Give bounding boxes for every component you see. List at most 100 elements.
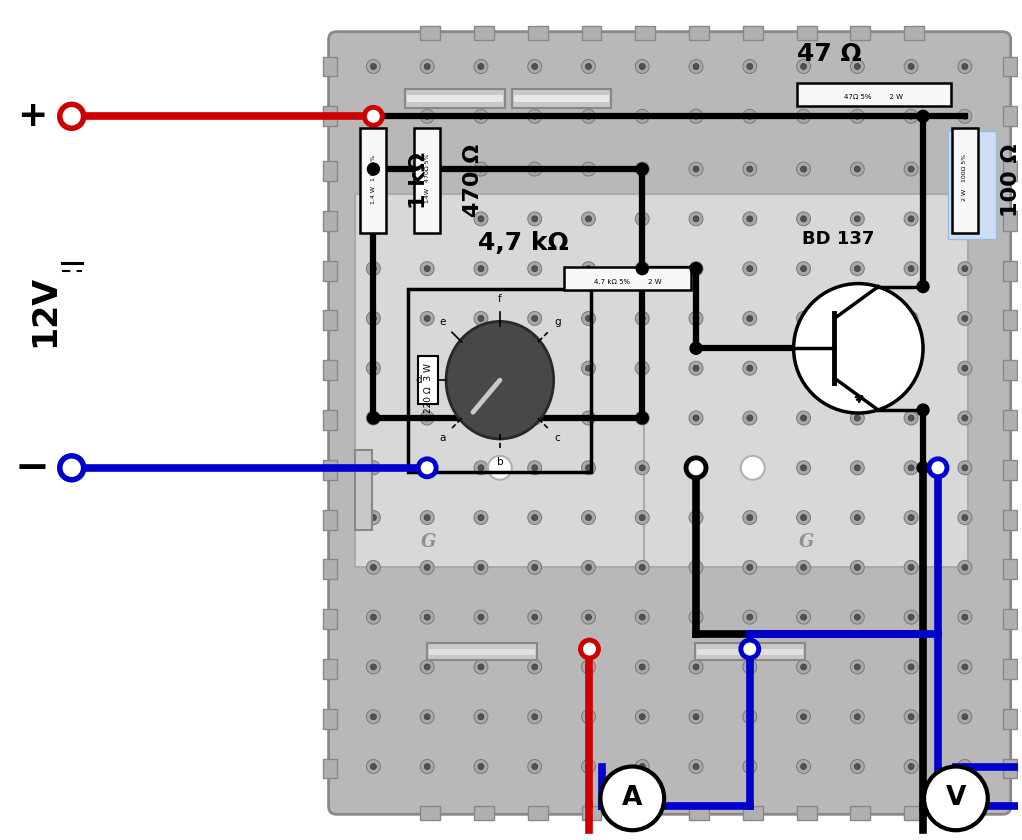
- Circle shape: [424, 465, 430, 470]
- Circle shape: [747, 365, 753, 371]
- Circle shape: [640, 614, 645, 620]
- Circle shape: [962, 664, 968, 670]
- Circle shape: [747, 564, 753, 570]
- Circle shape: [962, 265, 968, 271]
- Circle shape: [743, 60, 756, 73]
- Circle shape: [474, 162, 487, 176]
- Circle shape: [531, 515, 538, 521]
- Circle shape: [689, 361, 703, 375]
- Circle shape: [368, 412, 379, 424]
- Circle shape: [478, 64, 484, 70]
- Circle shape: [693, 113, 699, 119]
- Bar: [695, 643, 804, 660]
- Circle shape: [958, 212, 972, 226]
- Circle shape: [582, 361, 596, 375]
- Circle shape: [743, 109, 756, 123]
- Circle shape: [586, 664, 592, 670]
- Circle shape: [367, 212, 380, 226]
- Circle shape: [743, 759, 756, 774]
- Bar: [420, 26, 440, 39]
- Text: 4.7 kΩ 5%        2 W: 4.7 kΩ 5% 2 W: [594, 279, 661, 285]
- Circle shape: [424, 365, 430, 371]
- Circle shape: [690, 263, 702, 275]
- Circle shape: [747, 714, 753, 720]
- Circle shape: [796, 610, 810, 624]
- Circle shape: [636, 212, 649, 226]
- Circle shape: [420, 710, 434, 724]
- Circle shape: [527, 759, 542, 774]
- Circle shape: [582, 411, 596, 425]
- Circle shape: [370, 764, 376, 769]
- Circle shape: [478, 166, 484, 172]
- Circle shape: [741, 456, 764, 480]
- Circle shape: [582, 461, 596, 475]
- Circle shape: [586, 415, 592, 421]
- Circle shape: [420, 60, 434, 73]
- Circle shape: [800, 113, 806, 119]
- Circle shape: [909, 113, 914, 119]
- Text: 1 kΩ 5%: 1 kΩ 5%: [371, 155, 376, 181]
- Text: +: +: [16, 99, 47, 134]
- Circle shape: [531, 64, 538, 70]
- Circle shape: [909, 166, 914, 172]
- Circle shape: [743, 212, 756, 226]
- Circle shape: [420, 511, 434, 524]
- Bar: [1003, 311, 1017, 330]
- Circle shape: [474, 610, 487, 624]
- Circle shape: [640, 714, 645, 720]
- Circle shape: [420, 759, 434, 774]
- Circle shape: [958, 759, 972, 774]
- Bar: [743, 806, 762, 821]
- Circle shape: [693, 415, 699, 421]
- Circle shape: [580, 640, 599, 658]
- Bar: [563, 267, 691, 290]
- Circle shape: [796, 461, 810, 475]
- Circle shape: [854, 515, 861, 521]
- Circle shape: [636, 461, 649, 475]
- Circle shape: [367, 610, 380, 624]
- Circle shape: [909, 265, 914, 271]
- Circle shape: [854, 415, 861, 421]
- Circle shape: [478, 664, 484, 670]
- Circle shape: [420, 411, 434, 425]
- Circle shape: [962, 316, 968, 322]
- Circle shape: [796, 312, 810, 325]
- Circle shape: [474, 511, 487, 524]
- Circle shape: [478, 714, 484, 720]
- Bar: [323, 107, 336, 126]
- Circle shape: [689, 162, 703, 176]
- Circle shape: [370, 714, 376, 720]
- Circle shape: [586, 64, 592, 70]
- Circle shape: [917, 462, 929, 474]
- Bar: [361, 129, 386, 233]
- Bar: [418, 356, 438, 404]
- Circle shape: [640, 515, 645, 521]
- Circle shape: [747, 113, 753, 119]
- Circle shape: [370, 365, 376, 371]
- Text: G: G: [420, 533, 435, 552]
- Text: c: c: [555, 433, 560, 443]
- Circle shape: [743, 560, 756, 575]
- Ellipse shape: [446, 322, 554, 439]
- Circle shape: [531, 465, 538, 470]
- Circle shape: [796, 759, 810, 774]
- Circle shape: [850, 461, 865, 475]
- Circle shape: [800, 64, 806, 70]
- Circle shape: [586, 764, 592, 769]
- Text: 4,7 kΩ: 4,7 kΩ: [478, 231, 568, 255]
- Circle shape: [693, 216, 699, 222]
- Circle shape: [689, 312, 703, 325]
- Bar: [697, 649, 802, 655]
- Circle shape: [909, 415, 914, 421]
- Circle shape: [741, 640, 758, 658]
- Circle shape: [800, 316, 806, 322]
- Circle shape: [582, 109, 596, 123]
- Circle shape: [582, 560, 596, 575]
- Circle shape: [904, 109, 918, 123]
- Circle shape: [420, 361, 434, 375]
- Circle shape: [527, 511, 542, 524]
- Circle shape: [367, 162, 380, 176]
- FancyBboxPatch shape: [329, 32, 1011, 814]
- Bar: [644, 194, 968, 567]
- Bar: [356, 194, 644, 567]
